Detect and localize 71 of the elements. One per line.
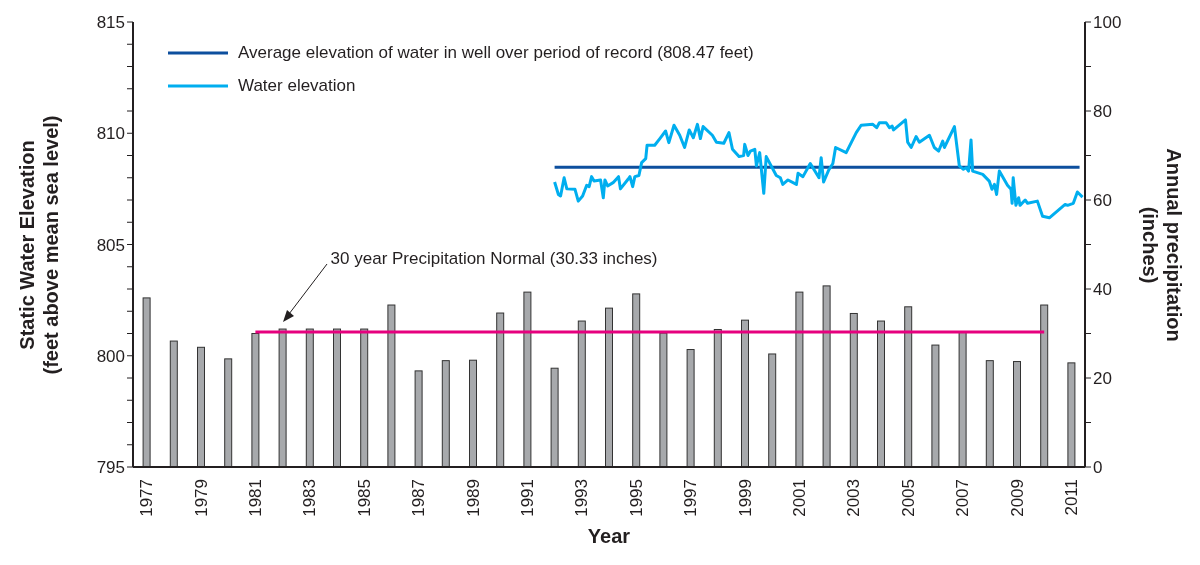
y-tick-label: 800 — [96, 346, 125, 366]
bar — [197, 346, 205, 467]
x-tick-label: 1995 — [626, 479, 646, 517]
bar — [686, 349, 695, 467]
bar — [985, 360, 994, 467]
x-axis-title: Year — [586, 525, 632, 548]
bar — [387, 304, 396, 467]
bar — [768, 353, 777, 467]
x-tick-label: 2005 — [898, 479, 918, 517]
bar — [305, 328, 314, 467]
bar — [142, 297, 151, 467]
y2-tick-label: 20 — [1093, 369, 1112, 389]
bar — [333, 328, 341, 467]
x-tick-label: 1991 — [517, 479, 537, 517]
y2-tick-label: 100 — [1093, 13, 1122, 33]
y2-tick-label: 40 — [1093, 280, 1112, 300]
bar — [713, 329, 722, 467]
x-tick-label: 1983 — [300, 479, 320, 517]
bar — [1067, 362, 1076, 467]
bar — [523, 291, 532, 467]
x-tick-label: 2007 — [953, 479, 973, 517]
y-tick-label: 795 — [96, 458, 125, 478]
legend-label: Average elevation of water in well over period of record (808.47 feet) — [238, 42, 754, 63]
bar — [632, 293, 641, 467]
bar — [469, 359, 477, 467]
x-tick-label: 1979 — [191, 479, 211, 517]
bar — [1013, 361, 1021, 467]
y-tick-label: 805 — [96, 235, 125, 255]
bar — [605, 307, 613, 467]
legend-label: Water elevation — [238, 75, 356, 96]
y-tick-label: 815 — [96, 13, 125, 33]
y2-tick-label: 60 — [1093, 191, 1112, 211]
bar — [441, 360, 450, 467]
x-tick-label: 2009 — [1007, 479, 1027, 517]
y-axis-title: Static Water Elevation (feet above mean sea level) — [14, 114, 63, 375]
bar — [251, 333, 260, 467]
x-tick-label: 1999 — [735, 479, 755, 517]
bar — [550, 367, 559, 467]
y-tick-label: 810 — [96, 124, 125, 144]
x-tick-label: 1985 — [354, 479, 374, 517]
x-tick-label: 1993 — [572, 479, 592, 517]
line-series — [553, 118, 1085, 220]
bar — [659, 332, 668, 467]
bar — [1040, 304, 1049, 467]
bar — [577, 320, 586, 467]
x-tick-label: 1997 — [681, 479, 701, 517]
bar — [169, 340, 178, 467]
x-tick-label: 2011 — [1061, 479, 1081, 516]
bar — [904, 306, 913, 467]
y2-axis-title: Annual precipitation (inches) — [1138, 147, 1186, 342]
x-tick-label: 2001 — [789, 479, 809, 517]
bar — [877, 320, 885, 467]
bar — [822, 285, 831, 467]
bar — [496, 312, 505, 467]
bar — [931, 344, 940, 467]
bar — [278, 328, 287, 467]
bar — [414, 370, 423, 467]
x-tick-label: 2003 — [844, 479, 864, 517]
bar — [958, 331, 967, 467]
annotation: 30 year Precipitation Normal (30.33 inches) — [330, 249, 658, 270]
bar — [360, 328, 369, 467]
bar — [224, 358, 233, 467]
bar — [849, 312, 858, 467]
y2-tick-label: 80 — [1093, 102, 1112, 122]
bar — [795, 291, 804, 467]
bar — [741, 319, 749, 467]
x-tick-label: 1981 — [245, 479, 265, 517]
x-tick-label: 1987 — [409, 479, 429, 517]
x-tick-label: 1977 — [137, 479, 157, 517]
y2-tick-label: 0 — [1093, 458, 1103, 478]
x-tick-label: 1989 — [463, 479, 483, 517]
